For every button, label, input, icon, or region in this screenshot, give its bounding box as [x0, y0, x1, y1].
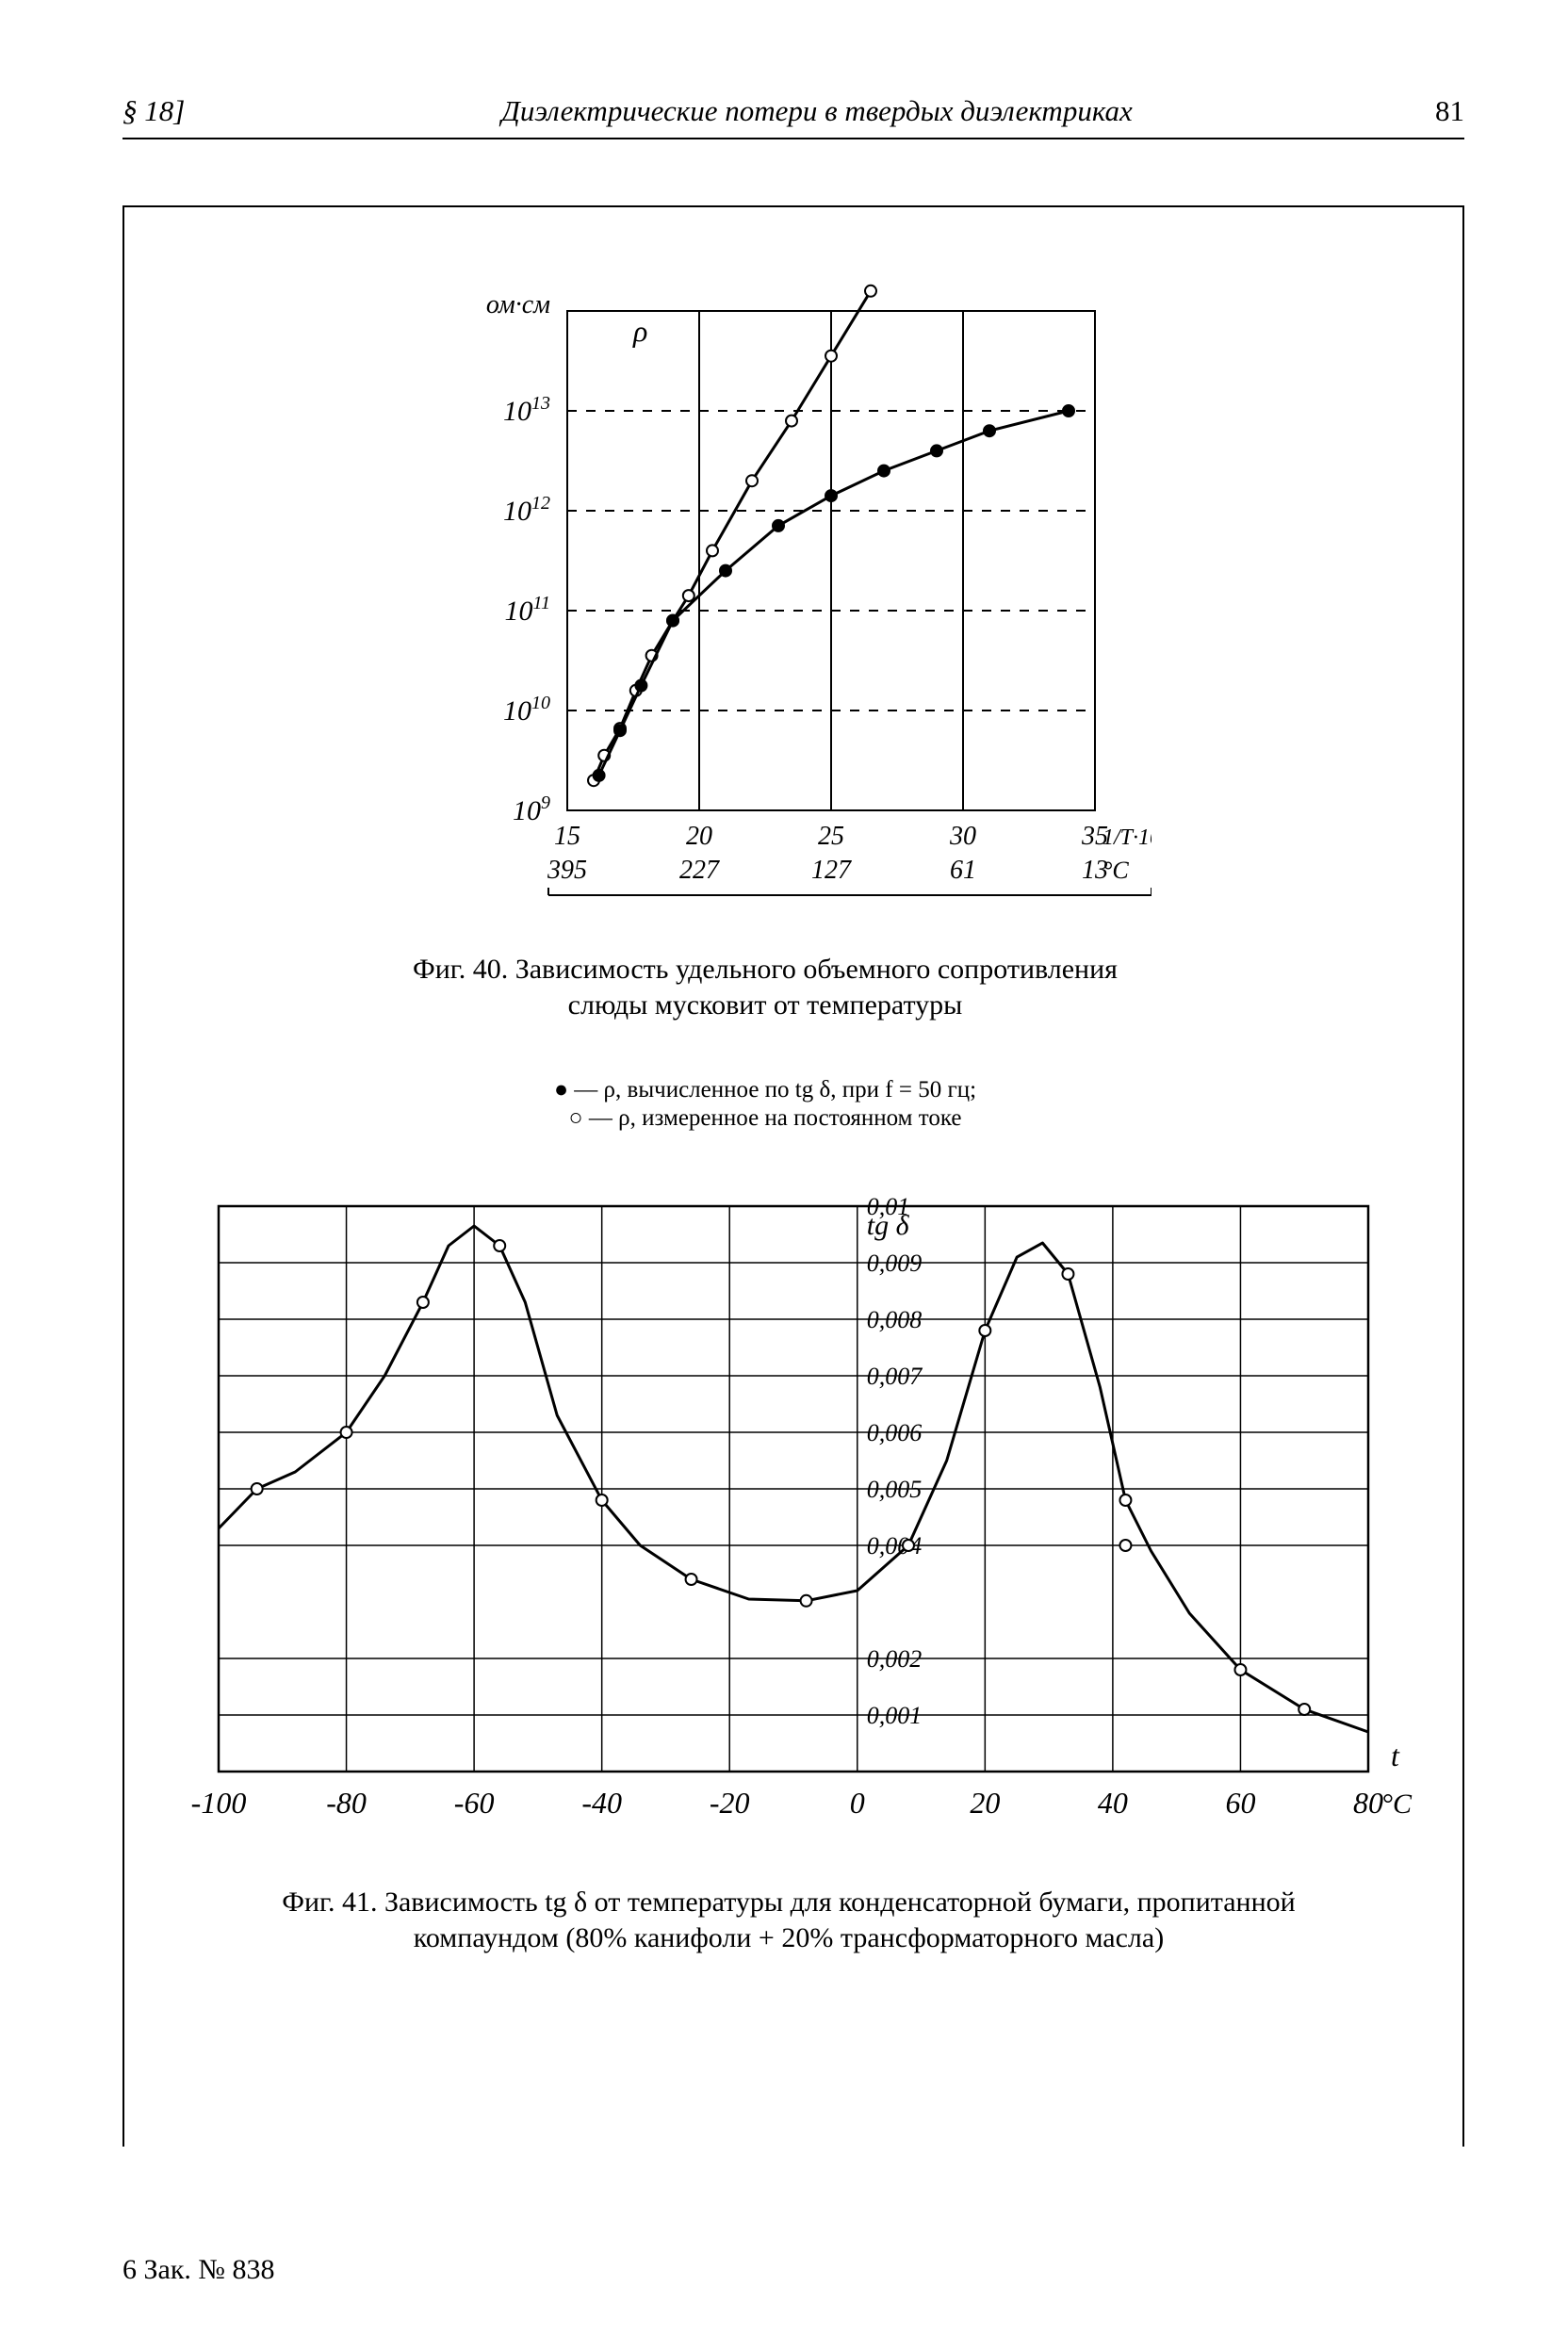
fig40-chart: 109 1010 1011 1012 1013 ом·см ρ 15 395 20 227 25 127…: [416, 283, 1152, 923]
page: § 18] Диэлектрические потери в твердых д…: [0, 0, 1568, 2352]
svg-text:1013: 1013: [503, 393, 550, 427]
svg-text:61: 61: [950, 856, 976, 885]
svg-text:80: 80: [1353, 1786, 1383, 1820]
svg-text:0: 0: [850, 1786, 865, 1820]
svg-text:227: 227: [679, 856, 720, 885]
svg-text:0,006: 0,006: [867, 1419, 923, 1446]
footer: 6 Зак. № 838: [122, 2254, 275, 2286]
svg-text:395: 395: [547, 856, 587, 885]
header-title: Диэлектрические потери в твердых диэлект…: [245, 94, 1389, 128]
svg-text:0,001: 0,001: [867, 1702, 923, 1729]
svg-text:40: 40: [1098, 1786, 1128, 1820]
svg-text:1011: 1011: [504, 593, 550, 627]
svg-text:0,005: 0,005: [867, 1476, 923, 1503]
figure-frame: 109 1010 1011 1012 1013 ом·см ρ 15 395 20 227 25 127…: [122, 205, 1464, 2147]
fig41-chart: -100 -80 -60 -40 -20 0 20 40 60 80°C t 0,001 0,002 0,…: [143, 1168, 1444, 1866]
svg-text:60: 60: [1225, 1786, 1255, 1820]
svg-text:1012: 1012: [503, 493, 550, 527]
fig40-legend-open: ○ — ρ, измеренное на постоянном токе: [569, 1105, 962, 1131]
page-number: 81: [1389, 94, 1464, 128]
svg-text:ом·см: ом·см: [486, 290, 550, 319]
svg-text:1/T·10⁻⁴: 1/T·10⁻⁴: [1102, 825, 1152, 850]
fig40-legend-filled: ● — ρ, вычисленное по tg δ, при f = 50 г…: [554, 1077, 976, 1102]
svg-text:20: 20: [970, 1786, 1000, 1820]
svg-text:127: 127: [811, 856, 852, 885]
header-rule: [122, 138, 1464, 139]
svg-text:109: 109: [513, 792, 550, 826]
svg-text:0,002: 0,002: [867, 1645, 923, 1673]
svg-text:0,009: 0,009: [867, 1250, 923, 1277]
svg-text:30: 30: [949, 822, 976, 851]
svg-text:tg δ: tg δ: [867, 1210, 910, 1241]
svg-text:25: 25: [818, 822, 844, 851]
svg-text:20: 20: [686, 822, 712, 851]
running-header: § 18] Диэлектрические потери в твердых д…: [122, 94, 1464, 128]
svg-text:1010: 1010: [503, 693, 550, 727]
svg-text:-40: -40: [581, 1786, 622, 1820]
svg-text:-20: -20: [710, 1786, 750, 1820]
svg-text:°C: °C: [1381, 1788, 1413, 1820]
section-label: § 18]: [122, 94, 245, 128]
svg-text:°C: °C: [1102, 857, 1129, 884]
svg-text:-60: -60: [454, 1786, 495, 1820]
fig40-legend: ● — ρ, вычисленное по tg δ, при f = 50 г…: [369, 1076, 1161, 1133]
svg-text:-80: -80: [326, 1786, 367, 1820]
svg-text:-100: -100: [191, 1786, 247, 1820]
fig41-caption: Фиг. 41. Зависимость tg δ от температуры…: [256, 1885, 1321, 1955]
fig40-caption: Фиг. 40. Зависимость удельного объемного…: [369, 952, 1161, 1022]
svg-text:ρ: ρ: [632, 314, 647, 348]
svg-text:0,008: 0,008: [867, 1306, 923, 1333]
svg-text:0,007: 0,007: [867, 1363, 923, 1390]
svg-text:t: t: [1391, 1739, 1400, 1772]
svg-text:15: 15: [554, 822, 580, 851]
